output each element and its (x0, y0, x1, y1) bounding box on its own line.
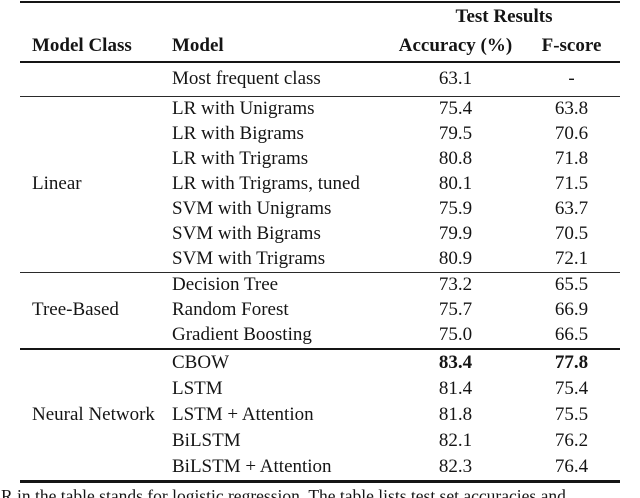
fscore-cell: 75.4 (554, 377, 589, 399)
table-row: SVM with Unigrams 75.9 63.7 (20, 197, 620, 222)
fscore-cell: 76.2 (554, 429, 589, 451)
fscore-cell: 70.6 (554, 123, 589, 145)
table-row-span-header: Test Results (20, 2, 620, 32)
model-cell: Decision Tree (172, 272, 388, 298)
model-cell: SVM with Unigrams (172, 198, 332, 220)
accuracy-cell: 83.4 (388, 348, 523, 376)
empty-cell (20, 2, 388, 32)
table-row: Neural Network CBOW 83.4 77.8 (20, 348, 621, 482)
table-row: Random Forest 75.7 66.9 (20, 298, 620, 323)
fscore-cell: 70.5 (554, 223, 589, 245)
model-cell: LR with Bigrams (172, 123, 304, 145)
model-class-cell (20, 61, 172, 97)
table-row: Gradient Boosting 75.0 66.5 (20, 323, 620, 349)
accuracy-cell: 75.0 (438, 324, 473, 346)
fscore-cell: 66.9 (554, 299, 589, 321)
table-row: Most frequent class 63.1 - (20, 61, 621, 97)
model-cell: Random Forest (172, 299, 289, 321)
table-row: Tree-Based Decision Tree 73.2 65.5 (20, 272, 621, 349)
test-results-header: Test Results (455, 6, 553, 28)
accuracy-cell: 82.3 (438, 455, 473, 477)
fscore-cell: 71.5 (554, 173, 589, 195)
model-cell: LR with Trigrams, tuned (172, 173, 360, 195)
fscore-cell: 66.5 (554, 324, 589, 346)
accuracy-cell: 81.8 (438, 403, 473, 425)
fscore-cell: 77.8 (523, 348, 621, 376)
accuracy-cell: 80.8 (438, 148, 473, 170)
fscore-cell: 63.7 (554, 198, 589, 220)
table-row: BiLSTM + Attention 82.3 76.4 (20, 454, 620, 482)
column-header-model: Model (172, 35, 224, 57)
fscore-cell: 72.1 (554, 248, 589, 270)
model-class-cell: Linear (20, 96, 172, 273)
accuracy-cell: 79.5 (438, 123, 473, 145)
model-cell: LR with Unigrams (172, 96, 388, 122)
model-cell: BiLSTM + Attention (172, 455, 332, 477)
accuracy-cell: 80.1 (438, 173, 473, 195)
model-class-cell: Neural Network (20, 348, 172, 482)
column-header-accuracy: Accuracy (%) (398, 35, 513, 57)
table-row: LR with Trigrams 80.8 71.8 (20, 147, 620, 172)
table-row: LR with Bigrams 79.5 70.6 (20, 122, 620, 147)
table-row: SVM with Trigrams 80.9 72.1 (20, 247, 620, 273)
accuracy-cell: 63.1 (388, 61, 523, 97)
accuracy-cell: 80.9 (438, 248, 473, 270)
accuracy-cell: 73.2 (388, 272, 523, 298)
fscore-cell: 76.4 (554, 455, 589, 477)
model-cell: BiLSTM (172, 429, 241, 451)
model-cell: LSTM + Attention (172, 403, 314, 425)
column-header-model-class: Model Class (32, 35, 132, 57)
model-cell: LSTM (172, 377, 223, 399)
table-caption: R in the table stands for logistic regre… (1, 486, 566, 498)
model-cell: SVM with Trigrams (172, 248, 326, 270)
fscore-cell: 75.5 (554, 403, 589, 425)
results-table: Test Results Model Class Model Accuracy … (20, 1, 621, 483)
model-cell: SVM with Bigrams (172, 223, 321, 245)
model-cell: Gradient Boosting (172, 324, 312, 346)
model-cell: CBOW (172, 348, 388, 376)
accuracy-cell: 75.7 (438, 299, 473, 321)
model-class-cell: Tree-Based (20, 272, 172, 349)
model-cell: LR with Trigrams (172, 148, 309, 170)
accuracy-cell: 82.1 (438, 429, 473, 451)
table-row: LR with Trigrams, tuned 80.1 71.5 (20, 172, 620, 197)
table-row: LSTM 81.4 75.4 (20, 376, 620, 402)
fscore-cell: 71.8 (554, 148, 589, 170)
model-cell: Most frequent class (172, 61, 388, 97)
accuracy-cell: 81.4 (438, 377, 473, 399)
table-row: BiLSTM 82.1 76.2 (20, 428, 620, 454)
table-row: SVM with Bigrams 79.9 70.5 (20, 222, 620, 247)
accuracy-cell: 75.9 (438, 198, 473, 220)
fscore-cell: 65.5 (523, 272, 621, 298)
table-row: Linear LR with Unigrams 75.4 63.8 (20, 96, 621, 273)
accuracy-cell: 79.9 (438, 223, 473, 245)
column-header-fscore: F-score (541, 35, 602, 57)
accuracy-cell: 75.4 (388, 96, 523, 122)
table-header-row: Model Class Model Accuracy (%) F-score (20, 32, 620, 62)
fscore-cell: - (523, 61, 621, 97)
fscore-cell: 63.8 (523, 96, 621, 122)
table-row: LSTM + Attention 81.8 75.5 (20, 402, 620, 428)
